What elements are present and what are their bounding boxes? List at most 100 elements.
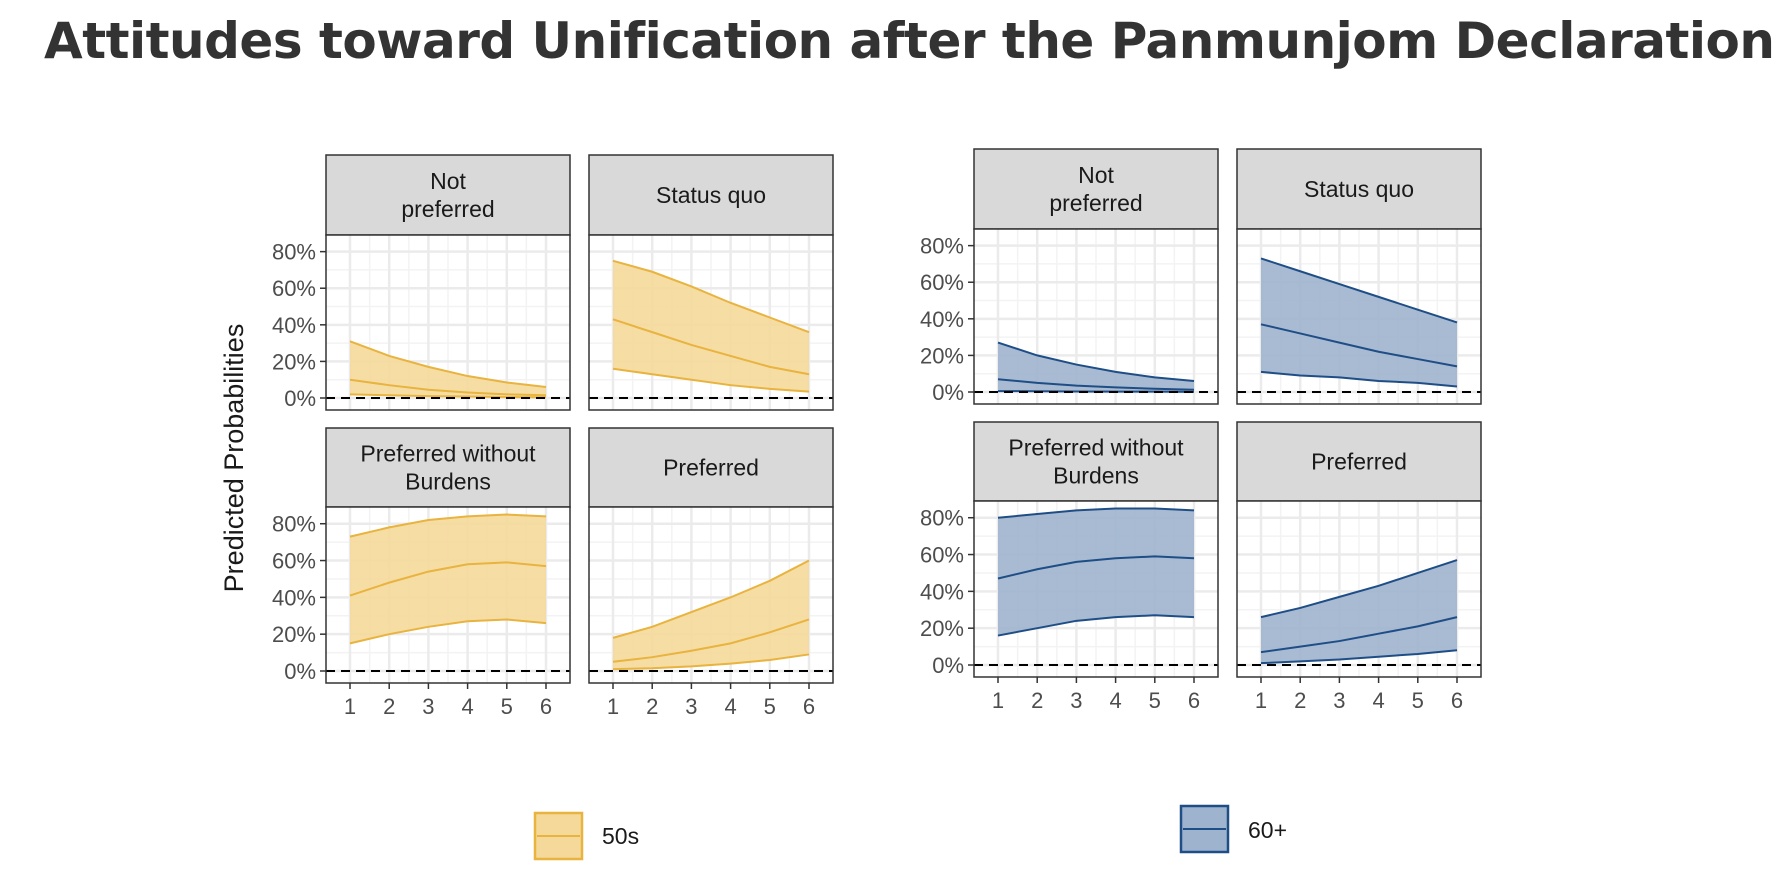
panel-strip-label: Preferred <box>663 455 759 481</box>
x-tick-label: 3 <box>1070 688 1082 713</box>
x-tick-label: 5 <box>1412 688 1424 713</box>
panel-strip-label: Preferred without <box>360 441 536 467</box>
y-tick-label: 20% <box>272 622 316 647</box>
x-tick-label: 2 <box>646 694 658 719</box>
y-tick-label: 60% <box>920 270 964 295</box>
y-tick-label: 0% <box>932 380 964 405</box>
panel-strip-label: Burdens <box>1053 463 1139 489</box>
x-tick-label: 5 <box>1149 688 1161 713</box>
x-tick-label: 4 <box>1109 688 1121 713</box>
confidence-band <box>1261 258 1457 387</box>
panel-strip-label: preferred <box>401 196 494 222</box>
panel: Preferred 1 2 3 4 5 6 <box>588 427 834 719</box>
band-upper-line <box>997 507 1195 519</box>
x-tick-label: 1 <box>607 694 619 719</box>
x-tick-label: 4 <box>461 694 473 719</box>
legend: 60+ <box>1179 804 1287 854</box>
panel-strip <box>588 154 834 236</box>
band-upper-line <box>1260 559 1458 619</box>
panel-strip <box>973 421 1219 502</box>
band-upper-line <box>349 513 547 538</box>
legend-label: 50s <box>602 823 639 849</box>
panel-strip-label: Not <box>1078 162 1114 188</box>
x-tick-label: 3 <box>685 694 697 719</box>
estimate-line <box>349 378 547 397</box>
estimate-line <box>612 618 810 663</box>
band-upper-line <box>1260 257 1458 324</box>
x-tick-label: 2 <box>1294 688 1306 713</box>
page-title: Attitudes toward Unification after the P… <box>44 12 1775 70</box>
legend: 50s <box>533 811 639 861</box>
panel-strip <box>325 154 571 236</box>
panel-strip-label: Not <box>430 168 466 194</box>
panel-strip-label: Burdens <box>405 469 491 495</box>
panel-strip <box>973 148 1219 230</box>
panel-border <box>973 500 1219 678</box>
panel-border <box>1236 500 1482 678</box>
confidence-band <box>613 260 809 392</box>
x-tick-label: 2 <box>1031 688 1043 713</box>
y-tick-label: 0% <box>284 386 316 411</box>
confidence-band <box>613 560 809 670</box>
x-tick-label: 6 <box>540 694 552 719</box>
confidence-band <box>350 341 546 398</box>
panel-strip-label: Status quo <box>656 182 766 208</box>
band-lower-line <box>612 653 810 671</box>
x-tick-label: 4 <box>1372 688 1384 713</box>
x-tick-label: 4 <box>724 694 736 719</box>
panel-border <box>1236 228 1482 405</box>
y-tick-label: 80% <box>272 512 316 537</box>
band-upper-line <box>612 259 810 334</box>
panel-border <box>973 228 1219 405</box>
y-tick-label: 40% <box>920 579 964 604</box>
x-tick-label: 5 <box>501 694 513 719</box>
confidence-band <box>998 342 1194 392</box>
band-upper-line <box>997 341 1195 383</box>
y-axis-label: Predicted Probabilities <box>219 324 249 593</box>
y-tick-label: 80% <box>272 240 316 265</box>
y-tick-label: 40% <box>272 313 316 338</box>
x-tick-label: 2 <box>383 694 395 719</box>
y-tick-label: 0% <box>284 659 316 684</box>
panel-border <box>588 234 834 411</box>
x-tick-label: 5 <box>764 694 776 719</box>
panel: Status quo <box>588 154 834 411</box>
confidence-band <box>1261 560 1457 664</box>
estimate-line <box>1260 323 1458 368</box>
y-tick-label: 20% <box>272 349 316 374</box>
band-upper-line <box>612 559 810 639</box>
confidence-band <box>350 514 546 644</box>
band-lower-line <box>1260 370 1458 388</box>
y-tick-label: 40% <box>920 307 964 332</box>
panel-strip-label: Preferred without <box>1008 435 1184 461</box>
y-tick-label: 20% <box>920 616 964 641</box>
estimate-line <box>349 561 547 597</box>
estimate-line <box>1260 616 1458 654</box>
panel-strip-label: preferred <box>1049 190 1142 216</box>
panel-strip-label: Preferred <box>1311 449 1407 475</box>
y-tick-label: 40% <box>272 585 316 610</box>
panel: Preferred 1 2 3 4 5 6 <box>1236 421 1482 713</box>
x-tick-label: 1 <box>992 688 1004 713</box>
band-lower-line <box>1260 649 1458 665</box>
panel-strip-label: Status quo <box>1304 176 1414 202</box>
panel-strip <box>588 427 834 508</box>
x-tick-label: 6 <box>1451 688 1463 713</box>
y-tick-label: 60% <box>920 543 964 568</box>
confidence-band <box>998 508 1194 636</box>
estimate-line <box>997 378 1195 391</box>
y-tick-label: 80% <box>920 506 964 531</box>
y-tick-label: 60% <box>272 549 316 574</box>
y-tick-label: 80% <box>920 234 964 259</box>
x-tick-label: 6 <box>803 694 815 719</box>
panel-strip <box>1236 421 1482 502</box>
x-tick-label: 1 <box>1255 688 1267 713</box>
estimate-line <box>997 555 1195 580</box>
y-tick-label: 20% <box>920 343 964 368</box>
